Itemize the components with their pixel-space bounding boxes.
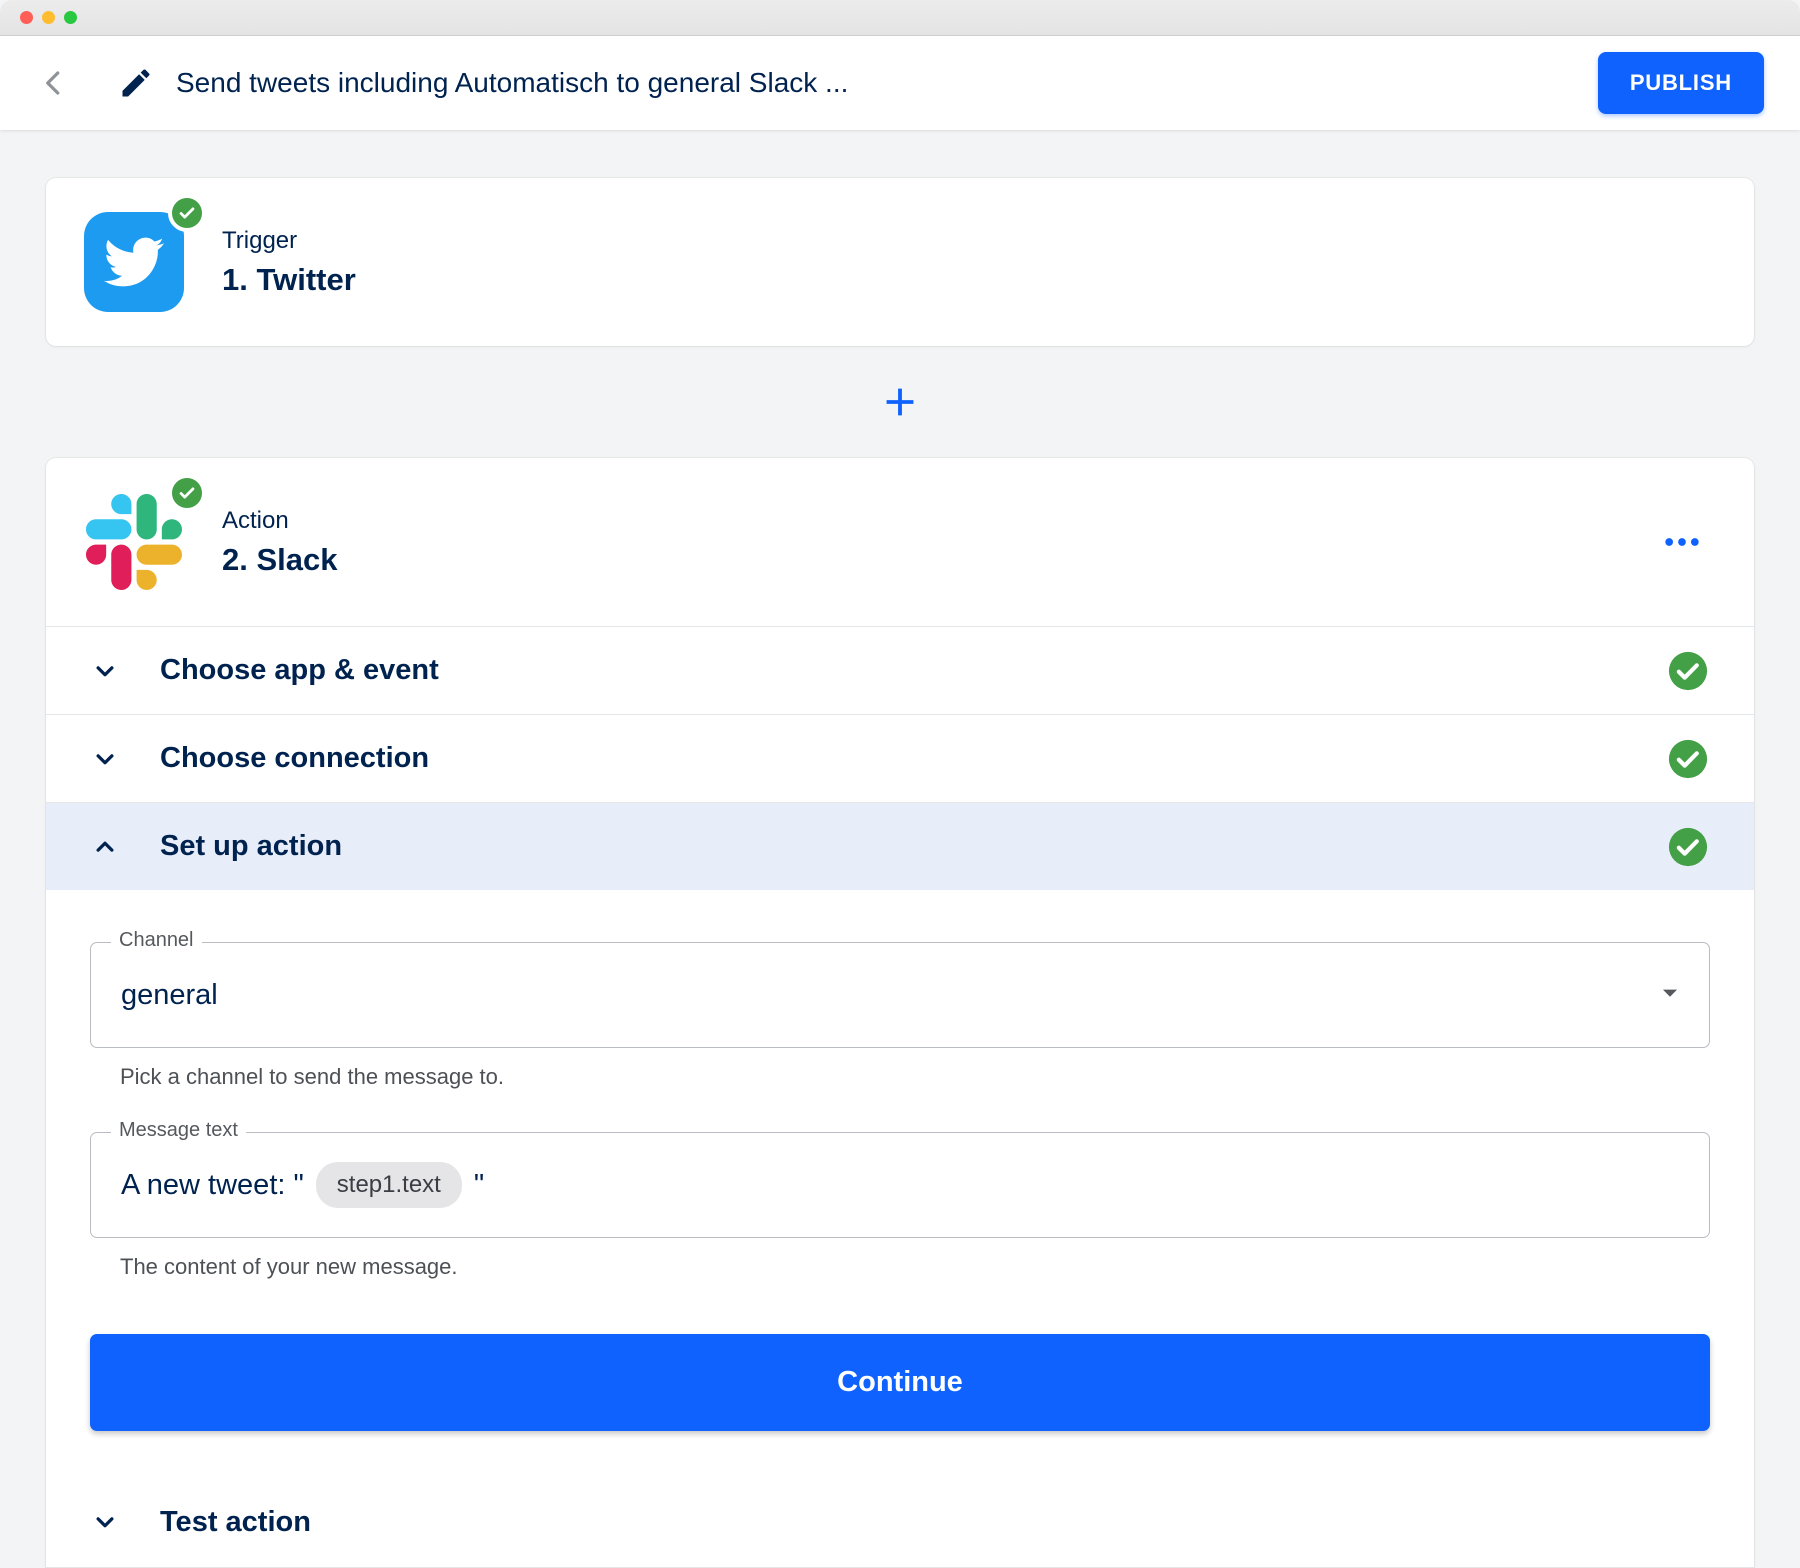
step-name: 2. Slack [222, 541, 338, 577]
section-choose-connection[interactable]: Choose connection [46, 715, 1754, 802]
message-text-prefix: A new tweet: " [121, 1168, 304, 1201]
check-circle-icon [1666, 737, 1710, 781]
section-label: Set up action [160, 830, 343, 862]
window-titlebar [0, 0, 1800, 36]
section-label: Test action [160, 1505, 311, 1538]
more-horizontal-icon [1665, 538, 1699, 546]
channel-select[interactable]: Channel general [90, 929, 1710, 1048]
edit-title-button[interactable] [114, 61, 158, 105]
divider [46, 626, 1754, 627]
zoom-window-icon[interactable] [64, 11, 77, 24]
message-text-suffix: " [473, 1168, 485, 1201]
section-label: Choose app & event [160, 654, 439, 686]
close-window-icon[interactable] [20, 11, 33, 24]
divider [46, 714, 1754, 715]
section-set-up-action[interactable]: Set up action [46, 803, 1754, 890]
chevron-down-icon [96, 1517, 114, 1528]
variable-chip[interactable]: step1.text [315, 1162, 462, 1208]
channel-select-label: Channel [111, 929, 202, 952]
slack-icon [84, 492, 184, 592]
flow-title: Send tweets including Automatisch to gen… [176, 67, 849, 98]
plus-icon [886, 388, 914, 416]
step-name: 1. Twitter [222, 261, 356, 297]
continue-button[interactable]: Continue [90, 1334, 1710, 1431]
pencil-icon [122, 69, 150, 97]
publish-button[interactable]: PUBLISH [1597, 52, 1764, 114]
step-type-label: Action [222, 506, 289, 534]
chevron-left-icon [46, 71, 60, 95]
back-button[interactable] [34, 63, 74, 103]
channel-helper-text: Pick a channel to send the message to. [120, 1064, 505, 1089]
minimize-window-icon[interactable] [42, 11, 55, 24]
message-helper-text: The content of your new message. [120, 1254, 458, 1279]
trigger-card[interactable]: Trigger 1. Twitter [46, 178, 1754, 346]
check-circle-icon [1666, 649, 1710, 693]
caret-down-icon[interactable] [1653, 976, 1687, 1015]
section-test-action[interactable]: Test action [46, 1477, 1754, 1567]
step-menu-button[interactable] [1654, 514, 1710, 570]
action-card-header[interactable]: Action 2. Slack [46, 458, 1754, 626]
section-choose-app-event[interactable]: Choose app & event [46, 627, 1754, 714]
section-label: Choose connection [160, 742, 430, 774]
chevron-down-icon [96, 753, 114, 764]
message-text-label: Message text [111, 1119, 246, 1142]
chevron-up-icon [96, 841, 114, 852]
step-complete-check-icon [168, 194, 206, 232]
channel-select-value: general [121, 978, 218, 1011]
step-type-label: Trigger [222, 226, 298, 254]
chevron-down-icon [96, 665, 114, 676]
action-card: Action 2. Slack Choose app & event [46, 458, 1754, 1568]
divider [46, 802, 1754, 803]
add-step-button[interactable] [872, 374, 928, 430]
step-complete-check-icon [168, 474, 206, 512]
twitter-icon [84, 212, 184, 312]
app-header: Send tweets including Automatisch to gen… [0, 36, 1800, 130]
setup-action-form: Channel general Pick a channel to send t… [46, 890, 1754, 1431]
message-text-input[interactable]: Message text A new tweet: " step1.text " [90, 1119, 1710, 1238]
check-circle-icon [1666, 825, 1710, 869]
flow-canvas: Trigger 1. Twitter [0, 130, 1800, 1568]
